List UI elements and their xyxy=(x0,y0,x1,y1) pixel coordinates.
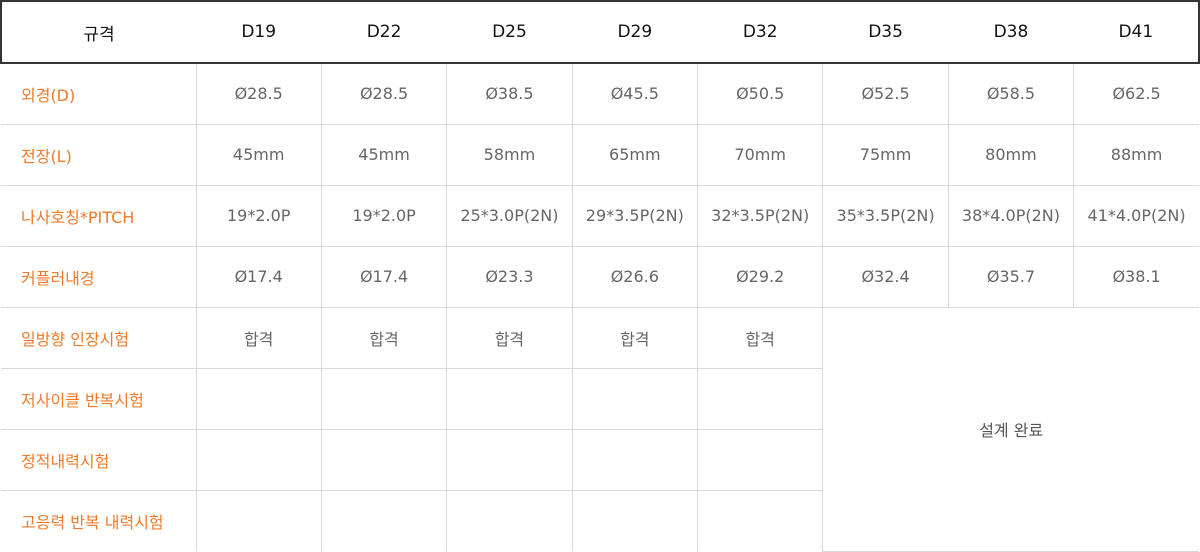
cell: 88mm xyxy=(1074,124,1199,185)
cell xyxy=(572,429,697,490)
cell: 38*4.0P(2N) xyxy=(948,185,1073,246)
cell: 합격 xyxy=(321,307,446,368)
header-size-d29: D29 xyxy=(572,1,697,63)
row-label: 전장(L) xyxy=(1,124,196,185)
cell xyxy=(196,429,321,490)
cell xyxy=(572,490,697,551)
cell: 32*3.5P(2N) xyxy=(698,185,823,246)
cell: Ø29.2 xyxy=(698,246,823,307)
cell: 합격 xyxy=(447,307,572,368)
row-thread-pitch: 나사호칭*PITCH 19*2.0P 19*2.0P 25*3.0P(2N) 2… xyxy=(1,185,1199,246)
cell: 80mm xyxy=(948,124,1073,185)
cell: 19*2.0P xyxy=(196,185,321,246)
cell xyxy=(321,368,446,429)
cell xyxy=(447,368,572,429)
row-label: 커플러내경 xyxy=(1,246,196,307)
header-size-d41: D41 xyxy=(1074,1,1199,63)
cell xyxy=(447,490,572,551)
header-size-d22: D22 xyxy=(321,1,446,63)
header-row: 규격 D19 D22 D25 D29 D32 D35 D38 D41 xyxy=(1,1,1199,63)
cell xyxy=(698,490,823,551)
cell: 19*2.0P xyxy=(321,185,446,246)
cell: Ø17.4 xyxy=(196,246,321,307)
cell: 29*3.5P(2N) xyxy=(572,185,697,246)
cell: Ø26.6 xyxy=(572,246,697,307)
cell: Ø28.5 xyxy=(196,63,321,124)
cell: 합격 xyxy=(698,307,823,368)
row-label: 나사호칭*PITCH xyxy=(1,185,196,246)
cell: 75mm xyxy=(823,124,948,185)
cell: Ø52.5 xyxy=(823,63,948,124)
cell: Ø23.3 xyxy=(447,246,572,307)
row-label: 일방향 인장시험 xyxy=(1,307,196,368)
row-label: 고응력 반복 내력시험 xyxy=(1,490,196,551)
cell: 25*3.0P(2N) xyxy=(447,185,572,246)
cell: 합격 xyxy=(196,307,321,368)
cell: Ø17.4 xyxy=(321,246,446,307)
cell xyxy=(321,429,446,490)
cell xyxy=(698,368,823,429)
header-size-d19: D19 xyxy=(196,1,321,63)
cell xyxy=(196,490,321,551)
header-label: 규격 xyxy=(1,1,196,63)
row-label: 정적내력시험 xyxy=(1,429,196,490)
cell: Ø35.7 xyxy=(948,246,1073,307)
cell: Ø38.1 xyxy=(1074,246,1199,307)
cell: Ø50.5 xyxy=(698,63,823,124)
cell xyxy=(196,368,321,429)
cell: 합격 xyxy=(572,307,697,368)
row-label: 저사이클 반복시험 xyxy=(1,368,196,429)
header-size-d38: D38 xyxy=(948,1,1073,63)
row-outer-diameter: 외경(D) Ø28.5 Ø28.5 Ø38.5 Ø45.5 Ø50.5 Ø52.… xyxy=(1,63,1199,124)
cell: 35*3.5P(2N) xyxy=(823,185,948,246)
row-label: 외경(D) xyxy=(1,63,196,124)
cell xyxy=(698,429,823,490)
cell: Ø28.5 xyxy=(321,63,446,124)
row-tensile-test: 일방향 인장시험 합격 합격 합격 합격 합격 설계 완료 xyxy=(1,307,1199,368)
cell: 41*4.0P(2N) xyxy=(1074,185,1199,246)
header-size-d35: D35 xyxy=(823,1,948,63)
row-coupler-inner-diameter: 커플러내경 Ø17.4 Ø17.4 Ø23.3 Ø26.6 Ø29.2 Ø32.… xyxy=(1,246,1199,307)
cell: Ø58.5 xyxy=(948,63,1073,124)
cell: 58mm xyxy=(447,124,572,185)
cell xyxy=(321,490,446,551)
cell: Ø38.5 xyxy=(447,63,572,124)
cell: 65mm xyxy=(572,124,697,185)
header-size-d32: D32 xyxy=(698,1,823,63)
cell: 70mm xyxy=(698,124,823,185)
cell: Ø62.5 xyxy=(1074,63,1199,124)
header-size-d25: D25 xyxy=(447,1,572,63)
cell: Ø45.5 xyxy=(572,63,697,124)
cell: 45mm xyxy=(321,124,446,185)
cell xyxy=(447,429,572,490)
cell: 45mm xyxy=(196,124,321,185)
cell xyxy=(572,368,697,429)
row-length: 전장(L) 45mm 45mm 58mm 65mm 70mm 75mm 80mm… xyxy=(1,124,1199,185)
cell: Ø32.4 xyxy=(823,246,948,307)
design-complete-note: 설계 완료 xyxy=(823,307,1199,551)
